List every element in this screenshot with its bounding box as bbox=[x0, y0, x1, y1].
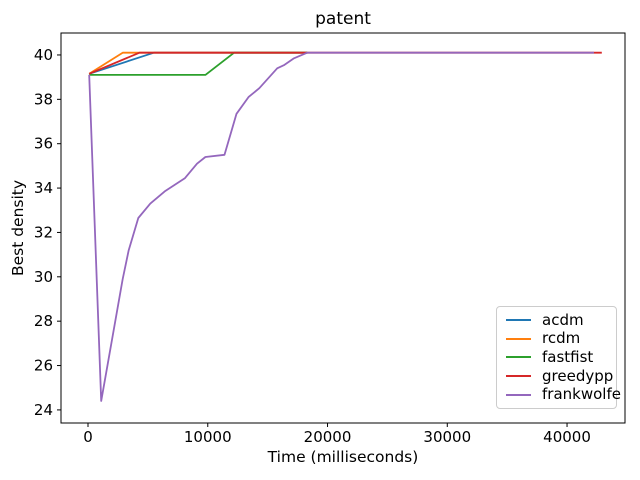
legend-item-frankwolfe: frankwolfe bbox=[506, 386, 621, 404]
legend-swatch-acdm bbox=[506, 319, 531, 322]
legend-item-fastfist: fastfist bbox=[506, 348, 612, 366]
x-tick-label: 10000 bbox=[184, 428, 232, 446]
y-tick-label: 30 bbox=[34, 268, 53, 286]
series-line-frankwolfe bbox=[88, 51, 594, 402]
x-tick-label: 40000 bbox=[543, 428, 591, 446]
y-tick-label: 24 bbox=[34, 401, 53, 419]
x-axis-label: Time (milliseconds) bbox=[267, 448, 419, 466]
legend-label-greedypp: greedypp bbox=[542, 366, 614, 385]
y-tick-label: 34 bbox=[34, 179, 53, 197]
legend-label-fastfist: fastfist bbox=[542, 347, 594, 366]
legend-swatch-greedypp bbox=[506, 375, 531, 378]
y-tick-label: 26 bbox=[34, 357, 53, 375]
legend-label-acdm: acdm bbox=[542, 310, 584, 329]
series-line-greedypp bbox=[88, 51, 602, 75]
x-tick-label: 30000 bbox=[423, 428, 471, 446]
y-tick-label: 28 bbox=[34, 312, 53, 330]
y-tick-label: 36 bbox=[34, 135, 53, 153]
legend-swatch-fastfist bbox=[506, 356, 531, 359]
y-axis-label: Best density bbox=[9, 179, 27, 277]
legend-swatch-rcdm bbox=[506, 337, 531, 340]
chart-title: patent bbox=[315, 9, 371, 29]
legend-item-greedypp: greedypp bbox=[506, 366, 614, 385]
x-tick-label: 20000 bbox=[304, 428, 352, 446]
x-tick-label: 0 bbox=[83, 428, 93, 446]
legend-label-rcdm: rcdm bbox=[542, 329, 581, 348]
legend-item-acdm: acdm bbox=[506, 311, 612, 329]
legend: acdm rcdm fastfist greedypp frankwolfe bbox=[496, 306, 621, 409]
legend-swatch-frankwolfe bbox=[506, 393, 531, 396]
y-tick-label: 38 bbox=[34, 90, 53, 108]
y-tick-label: 40 bbox=[34, 46, 53, 64]
axes-frame bbox=[60, 32, 626, 424]
y-tick-label: 32 bbox=[34, 223, 53, 241]
legend-item-rcdm: rcdm bbox=[506, 330, 612, 348]
legend-label-frankwolfe: frankwolfe bbox=[542, 385, 621, 404]
